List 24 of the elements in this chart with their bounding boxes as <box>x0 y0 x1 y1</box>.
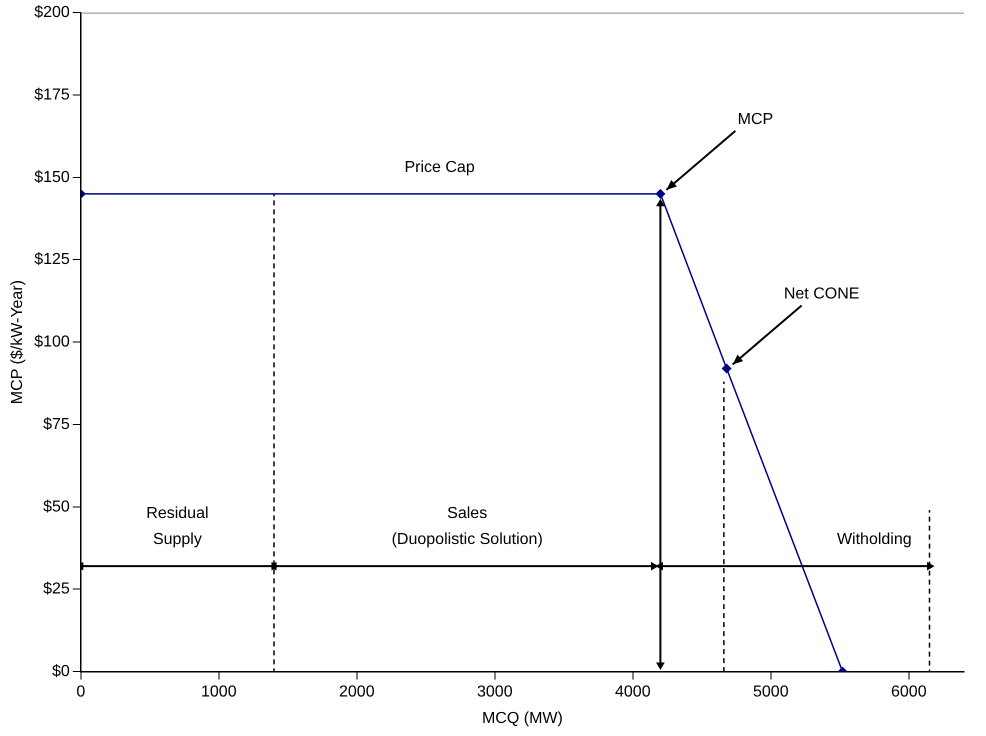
x-tick-label: 6000 <box>891 684 927 701</box>
x-axis-title: MCQ (MW) <box>482 710 563 727</box>
x-tick-label: 2000 <box>339 684 375 701</box>
y-tick-label: $100 <box>34 334 70 351</box>
x-tick-label: 3000 <box>477 684 513 701</box>
annotation: Price Cap <box>404 158 475 176</box>
x-tick-label: 1000 <box>201 684 237 701</box>
annotation: MCP <box>738 110 774 128</box>
y-tick-label: $125 <box>34 251 70 268</box>
y-axis-title: MCP ($/kW-Year) <box>9 280 26 404</box>
y-tick-label: $75 <box>43 416 70 433</box>
annotation: Residual Supply <box>146 505 209 548</box>
y-tick-label: $200 <box>34 4 70 22</box>
x-tick-label: 0 <box>76 684 86 701</box>
y-tick-label: $25 <box>43 580 70 598</box>
x-tick-label: 5000 <box>753 684 789 701</box>
y-tick-label: $0 <box>52 663 70 680</box>
annotation: Sales (Duopolistic Solution) <box>392 505 543 548</box>
annotation: Net CONE <box>784 285 860 302</box>
y-tick-label: $50 <box>43 498 70 516</box>
y-tick-label: $175 <box>34 86 70 104</box>
annotation: Witholding <box>836 531 912 548</box>
y-tick-label: $150 <box>34 168 70 186</box>
x-tick-label: 4000 <box>615 684 651 701</box>
